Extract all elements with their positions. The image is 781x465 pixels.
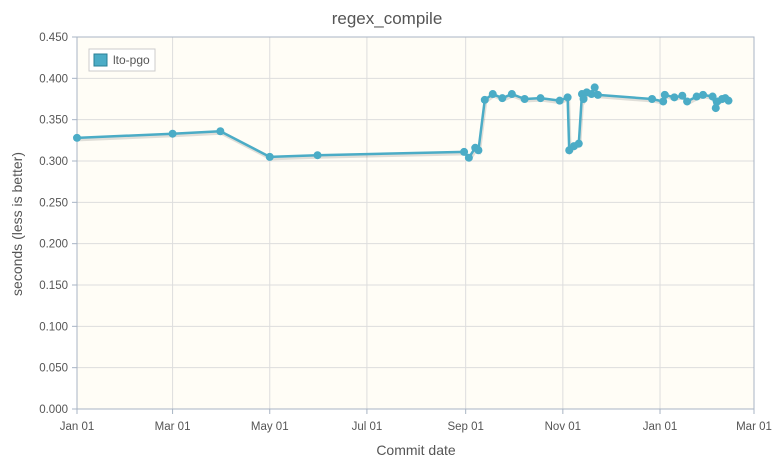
data-point[interactable] [659, 97, 668, 106]
data-point[interactable] [692, 92, 701, 101]
y-tick-label: 0.100 [39, 321, 68, 333]
data-point[interactable] [536, 94, 545, 103]
chart-title: regex_compile [332, 9, 443, 28]
data-point[interactable] [678, 91, 687, 100]
data-point[interactable] [660, 90, 669, 99]
y-tick-label: 0.200 [39, 239, 68, 251]
y-axis-label: seconds (less is better) [9, 152, 25, 296]
data-point[interactable] [313, 151, 322, 160]
y-tick-label: 0.000 [39, 404, 68, 416]
data-point[interactable] [683, 97, 692, 106]
data-point[interactable] [555, 96, 564, 105]
data-point[interactable] [579, 95, 588, 103]
data-point[interactable] [593, 90, 602, 99]
x-tick-label: Mar 01 [155, 421, 191, 433]
data-point[interactable] [590, 83, 599, 92]
data-point[interactable] [708, 92, 717, 101]
data-point[interactable] [460, 147, 469, 156]
x-axis: Jan 01 Mar 01 May 01 Jul 01 Sep 01 Nov 01 Jan … [60, 409, 772, 433]
data-point[interactable] [520, 95, 529, 103]
y-tick-label: 0.300 [39, 156, 68, 168]
y-tick-label: 0.450 [39, 32, 68, 44]
data-point[interactable] [488, 90, 497, 99]
y-tick-label: 0.350 [39, 115, 68, 127]
y-tick-label: 0.150 [39, 280, 68, 292]
data-point[interactable] [670, 93, 679, 102]
data-point[interactable] [216, 127, 225, 136]
x-tick-label: Jan 01 [643, 421, 678, 433]
data-point[interactable] [73, 133, 81, 142]
series-layer [73, 83, 733, 163]
x-tick-label: Jul 01 [352, 421, 383, 433]
data-point[interactable] [574, 139, 583, 148]
data-point[interactable] [648, 95, 657, 103]
legend-swatch [93, 53, 108, 67]
data-point[interactable] [168, 129, 177, 138]
data-point[interactable] [464, 153, 473, 162]
y-tick-label: 0.400 [39, 73, 68, 85]
x-tick-label: Nov 01 [545, 421, 581, 433]
x-tick-label: Jan 01 [60, 421, 95, 433]
plot-background [77, 37, 754, 409]
x-tick-label: Sep 01 [447, 421, 483, 433]
data-point[interactable] [711, 104, 720, 113]
legend: lto-pgo [88, 48, 156, 72]
x-tick-label: Mar 01 [736, 421, 772, 433]
data-point[interactable] [724, 96, 733, 105]
plot-frame [76, 36, 755, 410]
y-tick-label: 0.050 [39, 363, 68, 375]
data-point[interactable] [474, 146, 483, 155]
data-point[interactable] [265, 152, 274, 161]
data-point[interactable] [507, 90, 516, 99]
legend-label: lto-pgo [113, 53, 150, 67]
data-point[interactable] [563, 93, 572, 102]
y-tick-label: 0.250 [39, 197, 68, 209]
data-point[interactable] [587, 90, 596, 99]
y-axis: 0.000 0.050 0.100 0.150 0.200 0.250 0.300 0.350… [39, 32, 77, 416]
data-point[interactable] [480, 95, 489, 104]
x-tick-label: May 01 [251, 421, 289, 433]
data-point[interactable] [498, 94, 507, 103]
x-axis-label: Commit date [376, 442, 456, 458]
gridlines [77, 37, 754, 409]
data-point[interactable] [699, 90, 708, 99]
